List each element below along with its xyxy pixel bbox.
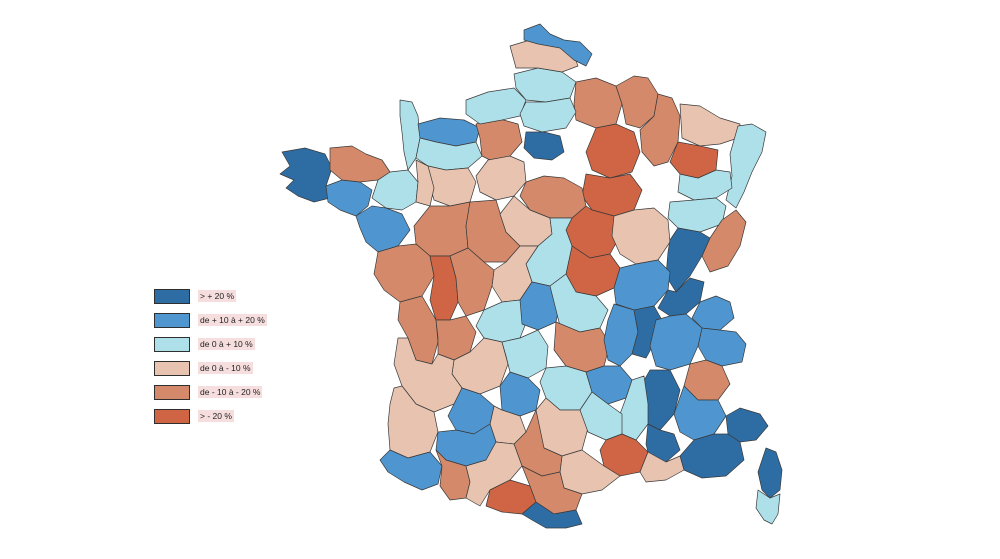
department-lozere [579, 391, 623, 441]
department-moselle [679, 103, 741, 147]
legend-swatch [154, 312, 190, 328]
department-sarthe [427, 165, 477, 207]
department-bretagne-cotes [329, 145, 391, 183]
department-savoie [697, 327, 747, 367]
department-jura [665, 227, 711, 293]
legend-item: de 0 à + 10 % [154, 332, 284, 356]
department-var [679, 433, 745, 479]
department-seine-mar [465, 87, 527, 125]
legend-swatch [154, 288, 190, 304]
legend-item: > + 20 % [154, 284, 284, 308]
department-loiret [519, 175, 587, 219]
legend-label: > + 20 % [198, 290, 237, 302]
department-vendee [373, 243, 435, 303]
legend-item: de + 10 à + 20 % [154, 308, 284, 332]
department-oise [519, 97, 577, 133]
department-cote-or [611, 207, 671, 265]
department-vienne [449, 247, 495, 317]
department-bretagne-finistere [279, 147, 333, 203]
department-meuse [639, 93, 681, 167]
department-eure-loir [475, 155, 527, 201]
legend-item: de 0 à - 10 % [154, 356, 284, 380]
department-haute-corse [757, 447, 783, 499]
legend-item: > - 20 % [154, 404, 284, 428]
legend-label: de - 10 à - 20 % [198, 386, 263, 398]
legend-swatch [154, 408, 190, 424]
legend-label: de 0 à - 10 % [198, 362, 253, 374]
department-loire [603, 303, 639, 367]
legend-swatch [154, 360, 190, 376]
department-pyr-or [521, 501, 583, 529]
department-vaucluse [645, 423, 681, 463]
legend-swatch [154, 384, 190, 400]
department-pyr-atl [379, 449, 443, 491]
department-haute-savoie [691, 295, 735, 331]
department-meurthe [669, 141, 719, 179]
department-paris [523, 131, 565, 161]
department-isere [649, 313, 703, 371]
department-orne [415, 137, 483, 171]
legend-swatch [154, 336, 190, 352]
department-eure [475, 117, 523, 161]
department-allier [549, 273, 609, 333]
legend: > + 20 % de + 10 à + 20 % de 0 à + 10 % de … [154, 284, 284, 428]
department-somme [513, 67, 577, 103]
france-map [279, 23, 783, 529]
department-nord [523, 23, 593, 67]
legend-item: de - 10 à - 20 % [154, 380, 284, 404]
legend-label: de + 10 à + 20 % [198, 314, 267, 326]
department-aude [521, 465, 583, 515]
department-alsace [725, 123, 767, 209]
department-maine-loire [413, 201, 471, 257]
department-corse-sud [755, 489, 781, 525]
department-manche [399, 99, 421, 171]
department-marne [585, 123, 641, 179]
department-loire-atl [355, 205, 411, 253]
legend-label: de 0 à + 10 % [198, 338, 255, 350]
legend-label: > - 20 % [198, 410, 234, 422]
department-bouches-rhone [639, 451, 685, 483]
department-lot [499, 371, 541, 417]
department-aisne [573, 77, 623, 129]
department-saone-loire [613, 259, 671, 311]
